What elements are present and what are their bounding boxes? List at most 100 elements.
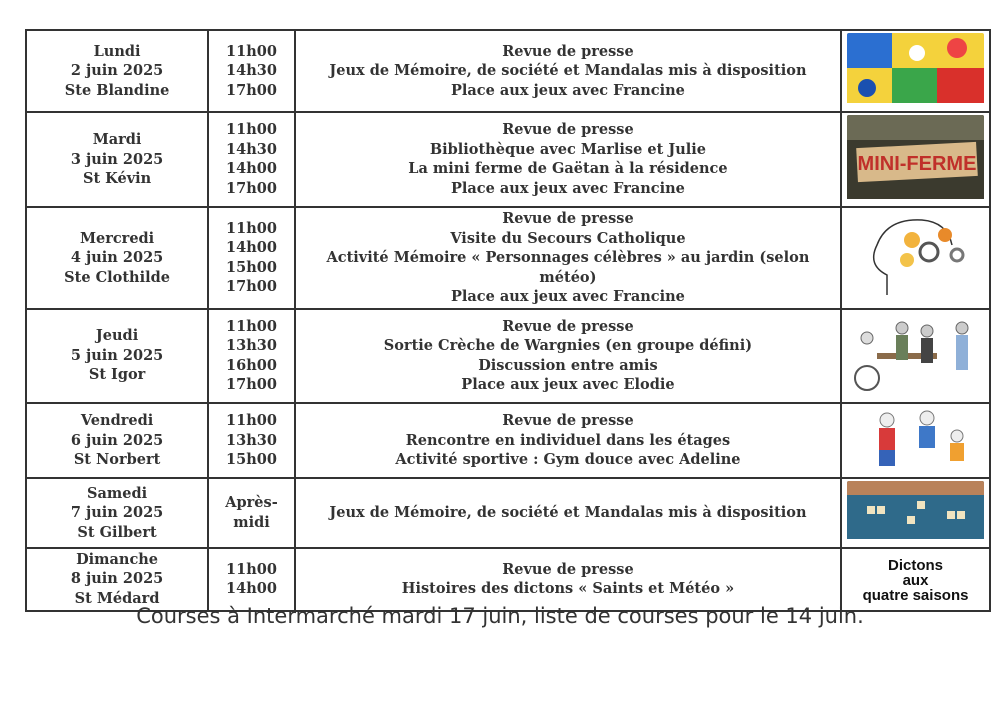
activity: Revue de presse (502, 317, 634, 335)
dictons-book-picture: Dictons aux quatre saisons (847, 556, 984, 603)
time-slot: 17h00 (226, 376, 277, 393)
activity: Jeux de Mémoire, de société et Mandalas … (329, 62, 807, 79)
time-slot: 17h00 (226, 278, 277, 296)
svg-text:MINI-FERME: MINI-FERME (858, 153, 977, 175)
seniors-bench-picture (847, 313, 984, 399)
time-slot: 11h00 (226, 219, 277, 237)
activity: Activité Mémoire « Personnages célèbres … (326, 249, 810, 286)
time-cell: 11h00 13h30 15h00 (207, 401, 296, 479)
day-date: 5 juin 2025 (70, 346, 164, 364)
time-cell: 11h00 14h00 (207, 546, 296, 612)
activity: Place aux jeux avec Elodie (461, 376, 675, 393)
time-slot: 14h30 (226, 62, 277, 79)
time-cell: 11h00 14h00 15h00 17h00 (207, 206, 296, 310)
activity: Place aux jeux avec Francine (451, 288, 685, 305)
book-title-text: aux (902, 571, 929, 589)
activity: Activité sportive : Gym douce avec Adeli… (395, 451, 741, 468)
time-slot: 13h30 (226, 431, 277, 449)
saint-of-day: Ste Clothilde (64, 268, 170, 286)
activity: Rencontre en individuel dans les étages (405, 431, 731, 449)
saint-of-day: St Médard (74, 589, 160, 607)
saint-of-day: St Kévin (82, 170, 152, 187)
picture-cell (840, 307, 991, 404)
picture-cell (840, 401, 991, 479)
day-name: Vendredi (80, 412, 154, 429)
time-slot: midi (233, 513, 270, 531)
saint-of-day: St Igor (88, 366, 146, 384)
shopping-note: Courses à Intermarché mardi 17 juin, lis… (136, 604, 864, 628)
activities-cell: Jeux de Mémoire, de société et Mandalas … (293, 477, 843, 549)
time-slot: 11h00 (226, 412, 277, 429)
time-slot: 17h00 (226, 179, 277, 197)
time-cell: 11h00 14h30 17h00 (207, 29, 296, 113)
activities-cell: Revue de presse Visite du Secours Catholi… (293, 206, 843, 310)
scrabble-picture (847, 481, 985, 545)
day-name: Jeudi (95, 327, 139, 345)
mini-ferme-sign-picture: MINI-FERME (847, 114, 985, 205)
day-cell: Mardi 3 juin 2025 St Kévin (24, 110, 210, 208)
activity: Revue de presse (502, 412, 634, 429)
activity: Place aux jeux avec Francine (451, 179, 685, 197)
activity: Revue de presse (502, 42, 634, 60)
time-slot: 11h00 (226, 121, 277, 139)
weekly-schedule-table: Lundi 2 juin 2025 Ste Blandine 11h00 14h30… (24, 29, 991, 612)
schedule-row-jeudi: Jeudi 5 juin 2025 St Igor 11h00 13h30 16h00… (24, 307, 991, 404)
activity: Sortie Crèche de Wargnies (en groupe déf… (383, 337, 753, 354)
saint-of-day: Ste Blandine (64, 81, 170, 99)
brain-gears-picture (847, 210, 984, 306)
day-cell: Vendredi 6 juin 2025 St Norbert (24, 401, 210, 479)
activity: Bibliothèque avec Marlise et Julie (429, 140, 706, 158)
day-name: Dimanche (76, 550, 159, 568)
day-name: Mardi (92, 131, 142, 148)
day-cell: Jeudi 5 juin 2025 St Igor (24, 307, 210, 404)
time-slot: 14h30 (226, 140, 277, 158)
time-cell: 11h00 14h30 14h00 17h00 (207, 110, 296, 208)
saint-of-day: St Gilbert (77, 523, 157, 541)
time-slot: 16h00 (226, 356, 277, 374)
time-slot: 11h00 (226, 317, 277, 335)
picture-cell (840, 29, 991, 113)
activities-cell: Revue de presse Sortie Crèche de Wargnies… (293, 307, 843, 404)
activities-cell: Revue de presse Histoires des dictons « S… (293, 546, 843, 612)
day-cell: Dimanche 8 juin 2025 St Médard (24, 546, 210, 612)
activity: Visite du Secours Catholique (450, 229, 686, 247)
time-slot: 14h00 (226, 580, 277, 597)
time-slot: 15h00 (226, 451, 277, 468)
time-slot: 13h30 (226, 337, 277, 354)
day-cell: Lundi 2 juin 2025 Ste Blandine (24, 29, 210, 113)
activity: Jeux de Mémoire, de société et Mandalas … (329, 504, 807, 521)
activity: Revue de presse (502, 121, 634, 139)
picture-cell (840, 477, 991, 549)
activities-cell: Revue de presse Bibliothèque avec Marlise… (293, 110, 843, 208)
time-slot: 14h00 (226, 160, 277, 178)
day-cell: Mercredi 4 juin 2025 Ste Clothilde (24, 206, 210, 310)
activity: Revue de presse (502, 560, 634, 578)
activity: La mini ferme de Gaëtan à la résidence (408, 160, 728, 178)
activity: Revue de presse (502, 210, 634, 227)
picture-cell (840, 206, 991, 310)
day-date: 2 juin 2025 (70, 62, 164, 79)
activity: Discussion entre amis (478, 356, 658, 374)
activity: Place aux jeux avec Francine (451, 81, 685, 99)
book-title-text: quatre saisons (862, 586, 969, 603)
schedule-row-mercredi: Mercredi 4 juin 2025 Ste Clothilde 11h00 1… (24, 206, 991, 310)
day-cell: Samedi 7 juin 2025 St Gilbert (24, 477, 210, 549)
day-date: 8 juin 2025 (70, 570, 164, 588)
time-slot: 15h00 (226, 258, 277, 276)
schedule-row-mardi: Mardi 3 juin 2025 St Kévin 11h00 14h30 14h0… (24, 110, 991, 208)
day-name: Samedi (87, 484, 148, 502)
time-slot: Après- (225, 494, 278, 512)
time-slot: 17h00 (226, 81, 277, 99)
day-date: 6 juin 2025 (70, 431, 164, 449)
board-games-picture (847, 33, 985, 109)
time-slot: 14h00 (226, 239, 277, 257)
activities-cell: Revue de presse Rencontre en individuel d… (293, 401, 843, 479)
saint-of-day: St Norbert (73, 451, 161, 468)
picture-cell: MINI-FERME (840, 110, 991, 208)
picture-cell: Dictons aux quatre saisons (840, 546, 991, 612)
activities-cell: Revue de presse Jeux de Mémoire, de socié… (293, 29, 843, 113)
seniors-gym-picture (847, 406, 984, 476)
time-slot: 11h00 (226, 42, 277, 60)
time-slot: 11h00 (226, 560, 277, 578)
schedule-row-vendredi: Vendredi 6 juin 2025 St Norbert 11h00 13h3… (24, 401, 991, 479)
